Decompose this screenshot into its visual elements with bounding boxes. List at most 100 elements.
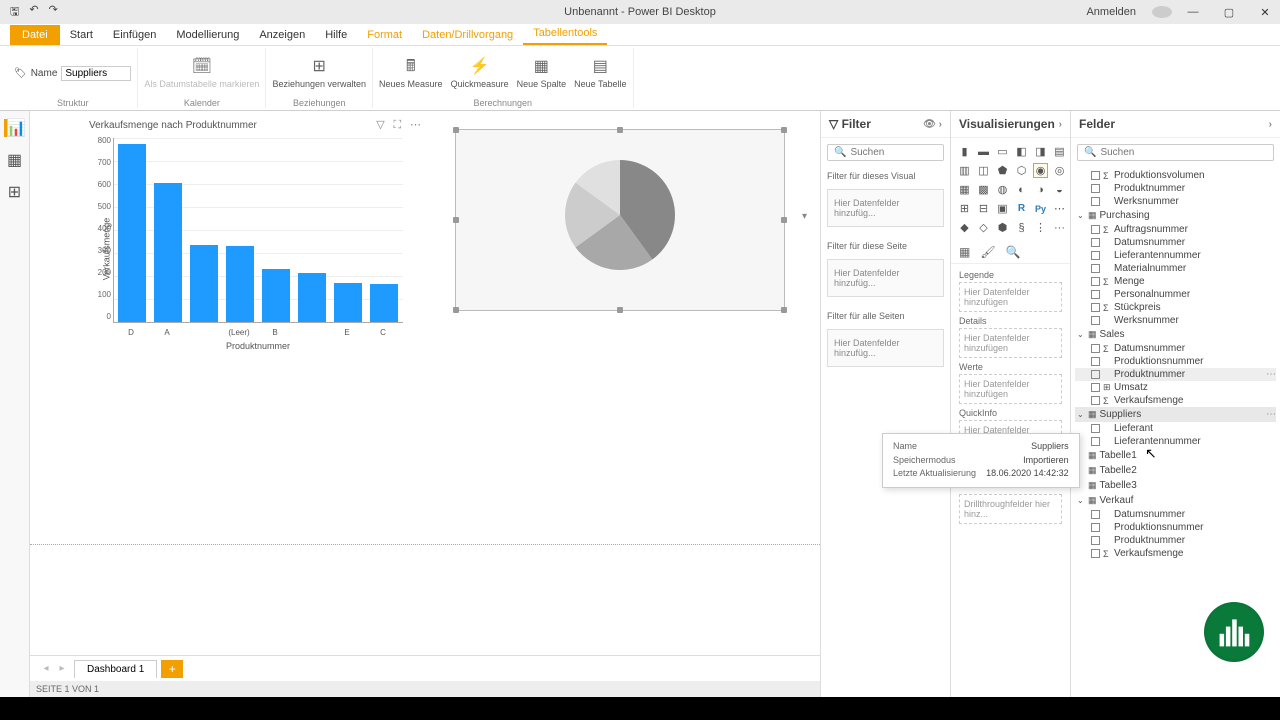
field-auftragsnummer[interactable]: ΣAuftragsnummer (1075, 223, 1276, 236)
viz-type-icon[interactable]: ⬢ (995, 220, 1010, 235)
focus-icon[interactable]: ⛶ (394, 119, 402, 131)
field-produktionsvolumen[interactable]: ΣProduktionsvolumen (1075, 169, 1276, 182)
viz-type-icon[interactable]: ⋯ (1052, 201, 1067, 216)
data-view-button[interactable]: ▦ (6, 151, 24, 169)
report-view-button[interactable]: 📊 (4, 119, 22, 137)
field-menge[interactable]: ΣMenge (1075, 275, 1276, 288)
table-tabelle3[interactable]: ›▦Tabelle3 (1075, 478, 1276, 493)
filter-search[interactable]: 🔍 (827, 144, 944, 161)
save-icon[interactable]: 🖫 (10, 3, 19, 22)
field-datumsnummer[interactable]: ΣDatumsnummer (1075, 342, 1276, 355)
field-stückpreis[interactable]: ΣStückpreis (1075, 301, 1276, 314)
eye-icon[interactable]: 👁 (923, 119, 936, 130)
viz-type-icon[interactable]: ⊞ (957, 201, 972, 216)
field-verkaufsmenge[interactable]: ΣVerkaufsmenge (1075, 547, 1276, 560)
field-lieferant[interactable]: Lieferant (1075, 422, 1276, 435)
viz-type-icon[interactable]: ◉ (1033, 163, 1048, 178)
undo-icon[interactable]: ↶ (29, 3, 38, 22)
tab-start[interactable]: Start (60, 25, 103, 45)
tab-format[interactable]: Format (357, 25, 412, 45)
field-werksnummer[interactable]: Werksnummer (1075, 195, 1276, 208)
add-page-button[interactable]: + (161, 660, 183, 678)
date-table-button[interactable]: 🗓 Als Datumstabelle markieren (144, 56, 259, 90)
viz-type-icon[interactable]: ··· (1052, 220, 1067, 235)
field-werksnummer[interactable]: Werksnummer (1075, 314, 1276, 327)
tab-view[interactable]: Anzeigen (249, 25, 315, 45)
table-sales[interactable]: ⌄▦Sales (1075, 327, 1276, 342)
viz-type-icon[interactable]: ◧ (1014, 144, 1029, 159)
bar[interactable] (226, 246, 254, 322)
field-produktionsnummer[interactable]: Produktionsnummer (1075, 355, 1276, 368)
more-icon[interactable]: ⋯ (410, 119, 421, 131)
table-suppliers[interactable]: ⌄▦Suppliers⋯ (1075, 407, 1276, 422)
resize-handle[interactable] (781, 307, 787, 313)
viz-type-icon[interactable]: ◨ (1033, 144, 1048, 159)
drop-legend[interactable]: Hier Datenfelder hinzufügen (959, 282, 1062, 312)
viz-type-icon[interactable]: ▩ (976, 182, 991, 197)
expand-canvas-icon[interactable]: ▾ (802, 211, 814, 223)
pie-chart-visual[interactable] (455, 129, 785, 311)
filter-drop-visual[interactable]: Hier Datenfelder hinzufüg... (827, 189, 944, 227)
viz-type-icon[interactable]: ⋮ (1033, 220, 1048, 235)
tab-help[interactable]: Hilfe (315, 25, 357, 45)
bar[interactable] (298, 273, 326, 322)
bar-chart-visual[interactable]: Verkaufsmenge nach Produktnummer ▽ ⛶ ⋯ V… (85, 116, 425, 356)
filter-drop-page[interactable]: Hier Datenfelder hinzufüg... (827, 259, 944, 297)
bar[interactable] (262, 269, 290, 322)
filter-icon[interactable]: ▽ (376, 119, 384, 131)
avatar-icon[interactable] (1152, 6, 1172, 18)
close-button[interactable]: ✕ (1250, 0, 1280, 24)
resize-handle[interactable] (453, 217, 459, 223)
table-purchasing[interactable]: ⌄▦Purchasing (1075, 208, 1276, 223)
viz-type-icon[interactable]: ▣ (995, 201, 1010, 216)
redo-icon[interactable]: ↷ (49, 3, 58, 22)
viz-type-icon[interactable]: ▮ (957, 144, 972, 159)
field-produktnummer[interactable]: Produktnummer (1075, 534, 1276, 547)
quick-measure-button[interactable]: ⚡Quickmeasure (451, 56, 509, 90)
viz-type-icon[interactable]: ▭ (995, 144, 1010, 159)
tab-model[interactable]: Modellierung (166, 25, 249, 45)
name-input[interactable] (61, 66, 131, 81)
table-tabelle1[interactable]: ›▦Tabelle1 (1075, 448, 1276, 463)
resize-handle[interactable] (617, 307, 623, 313)
bar[interactable] (370, 284, 398, 322)
viz-type-icon[interactable]: ▤ (1052, 144, 1067, 159)
page-next[interactable]: ▸ (54, 663, 70, 674)
viz-type-icon[interactable]: ◑ (1033, 182, 1048, 197)
viz-type-icon[interactable]: ◒ (1052, 182, 1067, 197)
viz-type-icon[interactable]: ◐ (1014, 182, 1029, 197)
signin-link[interactable]: Anmelden (1076, 6, 1146, 18)
viz-type-icon[interactable]: ⬡ (1014, 163, 1029, 178)
resize-handle[interactable] (453, 127, 459, 133)
bar[interactable] (190, 245, 218, 322)
viz-type-icon[interactable]: § (1014, 220, 1029, 235)
viz-type-icon[interactable]: ▬ (976, 144, 991, 159)
field-verkaufsmenge[interactable]: ΣVerkaufsmenge (1075, 394, 1276, 407)
maximize-button[interactable]: ▢ (1214, 0, 1244, 24)
viz-type-icon[interactable]: R (1014, 201, 1029, 216)
new-table-button[interactable]: ▤Neue Tabelle (574, 56, 626, 90)
resize-handle[interactable] (453, 307, 459, 313)
field-produktionsnummer[interactable]: Produktionsnummer (1075, 521, 1276, 534)
field-datumsnummer[interactable]: Datumsnummer (1075, 508, 1276, 521)
new-measure-button[interactable]: 🖩Neues Measure (379, 56, 443, 90)
resize-handle[interactable] (781, 127, 787, 133)
field-produktnummer[interactable]: Produktnummer⋯ (1075, 368, 1276, 381)
tab-tabletools[interactable]: Tabellentools (523, 23, 607, 45)
drop-details[interactable]: Hier Datenfelder hinzufügen (959, 328, 1062, 358)
minimize-button[interactable]: — (1178, 0, 1208, 24)
resize-handle[interactable] (617, 127, 623, 133)
field-produktnummer[interactable]: Produktnummer (1075, 182, 1276, 195)
viz-type-icon[interactable]: ◆ (957, 220, 972, 235)
fields-tab-icon[interactable]: ▦ (959, 245, 970, 259)
viz-type-icon[interactable]: Py (1033, 201, 1048, 216)
viz-type-icon[interactable]: ◎ (1052, 163, 1067, 178)
manage-relations-button[interactable]: ⊞ Beziehungen verwalten (272, 56, 366, 90)
collapse-icon[interactable]: › (939, 119, 942, 130)
field-personalnummer[interactable]: Personalnummer (1075, 288, 1276, 301)
tab-file[interactable]: Datei (10, 25, 60, 45)
drop-drillthrough[interactable]: Drillthroughfelder hier hinz... (959, 494, 1062, 524)
field-lieferantennummer[interactable]: Lieferantennummer (1075, 249, 1276, 262)
collapse-icon[interactable]: › (1059, 119, 1062, 130)
viz-type-icon[interactable]: ⊟ (976, 201, 991, 216)
